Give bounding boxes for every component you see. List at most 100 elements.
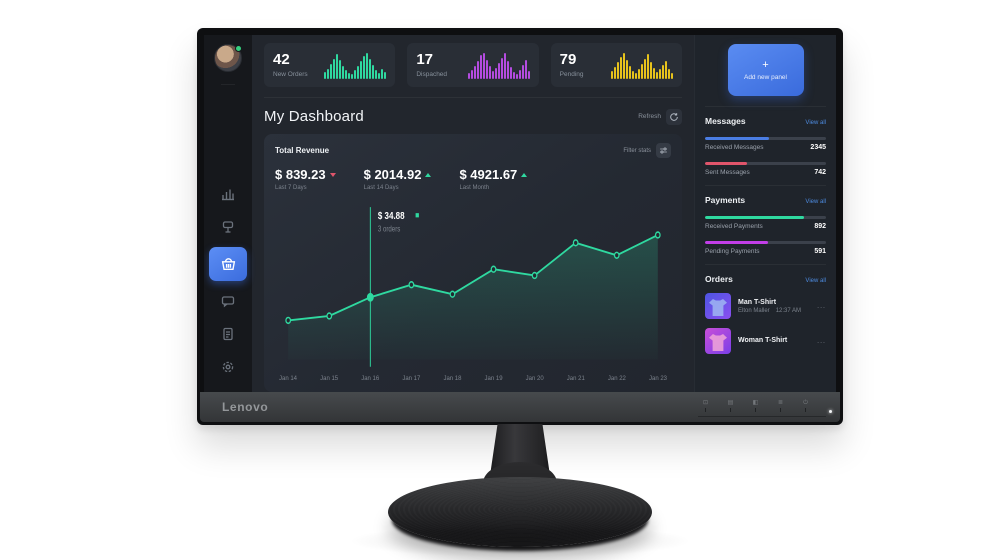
refresh-label: Refresh [638, 113, 661, 120]
section-title: Messages [705, 116, 746, 126]
sidebar-item-campaigns[interactable] [211, 214, 245, 240]
revenue-value: $ 4921.67 [459, 167, 518, 182]
power-led [829, 410, 832, 413]
revenue-value: $ 2014.92 [363, 167, 422, 182]
main-column: 42 New Orders 17 Dispached [252, 35, 694, 392]
section-title: Payments [705, 195, 746, 205]
progress-row: Received Messages 2345 [705, 137, 826, 151]
more-options-icon[interactable]: ... [817, 337, 826, 345]
progress-label: Pending Payments [705, 248, 760, 255]
more-options-icon[interactable]: ... [817, 302, 826, 310]
sidebar-item-documents[interactable] [211, 321, 245, 347]
total-revenue-panel: Total Revenue Filter stats [264, 134, 682, 392]
stat-card-dispatched: 17 Dispached [407, 43, 539, 87]
section-title: Orders [705, 274, 733, 284]
revenue-stat-14days: $ 2014.92 Last 14 Days [364, 167, 432, 191]
progress-label: Received Payments [705, 223, 763, 230]
signpost-icon [222, 221, 234, 233]
orders-section: Orders View all Man T-Shirt Elton Maller… [705, 264, 826, 354]
progress-label: Sent Messages [705, 169, 750, 176]
stat-label: New Orders [273, 71, 308, 79]
chat-icon [221, 296, 235, 308]
revenue-stat-month: $ 4921.67 Last Month [459, 167, 528, 191]
svg-text:$ 34.88: $ 34.88 [378, 210, 405, 221]
revenue-line-chart[interactable]: $ 34.88 3 orders [275, 195, 671, 374]
left-nav-rail [204, 35, 252, 392]
order-time: 12:37 AM [775, 307, 802, 314]
avatar[interactable] [214, 44, 242, 72]
view-all-link[interactable]: View all [805, 278, 826, 284]
sidebar-item-settings[interactable] [211, 354, 245, 380]
osd-power-button[interactable]: ⏻ [797, 394, 814, 418]
basket-icon [221, 257, 235, 270]
sidebar-item-stats[interactable] [211, 181, 245, 207]
revenue-period: Last Month [459, 185, 490, 191]
stat-value: 79 [559, 50, 577, 68]
product-thumbnail [705, 293, 731, 319]
chart-point-active [366, 292, 374, 302]
x-tick-label: Jan 15 [320, 376, 339, 382]
chart-point [326, 312, 333, 320]
mini-bar-chart [610, 51, 673, 79]
mini-bar-chart [324, 51, 387, 79]
view-all-link[interactable]: View all [805, 120, 826, 126]
sidebar-item-messages[interactable] [211, 288, 245, 314]
filter-label: Filter stats [623, 147, 651, 154]
x-tick-label: Jan 21 [566, 376, 585, 382]
progress-value: 591 [814, 248, 826, 255]
osd-input-button[interactable]: ⊡ [697, 394, 714, 418]
progress-value: 742 [814, 169, 826, 176]
chart-point [449, 290, 456, 298]
add-new-panel-button[interactable]: + Add new panel [727, 44, 804, 96]
filter-stats-button[interactable] [656, 143, 671, 158]
refresh-button[interactable] [666, 108, 682, 125]
order-title: Man T-Shirt [738, 298, 777, 306]
stat-card-new-orders: 42 New Orders [264, 43, 396, 87]
online-status-dot [235, 45, 242, 52]
osd-controls: ⊡ ▤ ◧ ≣ ⏻ [697, 394, 814, 418]
stat-card-pending: 79 Pending [550, 43, 682, 87]
x-tick-label: Jan 18 [443, 376, 462, 382]
x-tick-label: Jan 16 [361, 376, 380, 382]
x-tick-label: Jan 20 [525, 376, 544, 382]
mini-bar-chart [467, 51, 530, 79]
chart-point [572, 239, 579, 247]
chart-point [531, 271, 538, 280]
trend-down-icon [329, 172, 336, 177]
tshirt-icon [709, 299, 727, 316]
chart-point [613, 251, 620, 259]
sidebar-item-orders[interactable] [209, 247, 247, 281]
filter-sliders-icon [660, 147, 667, 154]
gear-icon [222, 361, 234, 373]
page-title: My Dashboard [264, 108, 364, 125]
revenue-period: Last 14 Days [363, 185, 399, 191]
progress-value: 2345 [810, 144, 826, 151]
osd-menu-button[interactable]: ▤ [722, 394, 739, 418]
progress-fill [705, 137, 770, 140]
panel-header: Total Revenue Filter stats [275, 143, 671, 158]
view-all-link[interactable]: View all [805, 199, 826, 205]
plus-icon: + [762, 58, 769, 71]
monitor-stand-base [388, 477, 652, 547]
chart-point [490, 265, 497, 273]
svg-text:3 orders: 3 orders [378, 226, 401, 234]
chart-x-axis-labels: Jan 14 Jan 15 Jan 16 Jan 17 Jan 18 Jan 19 Jan … [275, 374, 671, 386]
order-title: Woman T-Shirt [738, 336, 788, 344]
progress-label: Received Messages [705, 144, 764, 151]
osd-brightness-button[interactable]: ◧ [747, 394, 764, 418]
revenue-value: $ 839.23 [275, 167, 326, 182]
progress-row: Pending Payments 591 [705, 241, 826, 255]
floor-shadow [348, 524, 692, 558]
x-tick-label: Jan 17 [402, 376, 421, 382]
document-icon [223, 327, 233, 341]
monitor: 42 New Orders 17 Dispached [197, 28, 843, 425]
osd-auto-button[interactable]: ≣ [772, 394, 789, 418]
x-tick-label: Jan 22 [607, 376, 626, 382]
chart-point [285, 316, 292, 325]
x-tick-label: Jan 23 [648, 376, 667, 382]
payments-section: Payments View all Received Payments 892 [705, 185, 826, 255]
right-sidebar: + Add new panel Messages View all Receiv… [694, 35, 836, 392]
order-item-man-tshirt[interactable]: Man T-Shirt Elton Maller 12:37 AM ... [705, 293, 826, 319]
order-item-woman-tshirt[interactable]: Woman T-Shirt ... [705, 328, 826, 354]
